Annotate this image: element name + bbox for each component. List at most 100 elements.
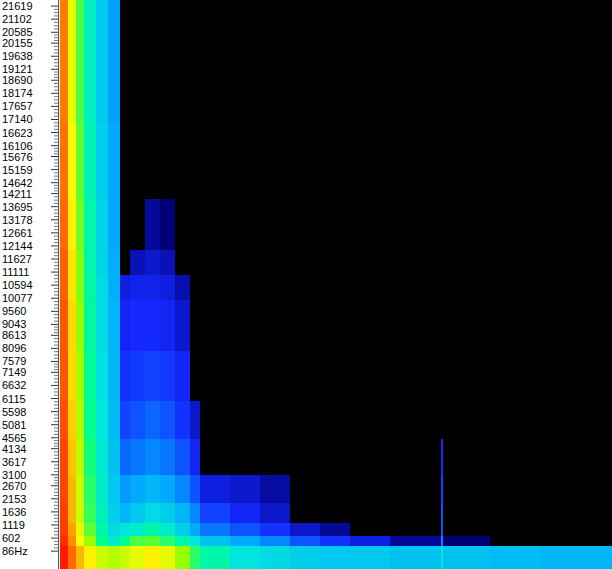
heat-cell [200, 401, 230, 439]
heat-cell [190, 300, 200, 351]
y-tick [51, 498, 58, 499]
y-tick [51, 219, 58, 220]
heat-cell [76, 351, 84, 402]
cells [60, 0, 612, 569]
heat-cell [130, 275, 145, 300]
heat-cell [290, 199, 320, 250]
y-tick [51, 182, 58, 183]
heat-cell [84, 536, 96, 546]
y-minor-tick [54, 242, 58, 243]
y-minor-tick [54, 151, 58, 152]
heat-cell [443, 0, 490, 123]
heat-cell [60, 439, 68, 474]
heat-cell [350, 300, 390, 351]
y-tick [51, 348, 58, 349]
heat-cell [490, 199, 540, 250]
heat-cell [84, 401, 96, 439]
y-minor-tick [54, 185, 58, 186]
heat-cell [145, 123, 160, 199]
y-minor-tick [54, 278, 58, 279]
heat-cell [443, 536, 490, 546]
heat-cell [84, 503, 96, 523]
y-minor-tick [54, 213, 58, 214]
y-tick [51, 361, 58, 362]
y-minor-tick [54, 72, 58, 73]
heat-cell [76, 275, 84, 300]
y-minor-tick [54, 395, 58, 396]
heat-cell [120, 199, 130, 250]
heat-cell [108, 250, 120, 275]
heat-cell [441, 0, 443, 123]
y-minor-tick [54, 265, 58, 266]
y-minor-tick [54, 74, 58, 75]
heat-cell [490, 401, 540, 439]
y-minor-tick [54, 358, 58, 359]
heat-cell [130, 250, 145, 275]
y-tick [51, 6, 58, 7]
y-minor-tick [54, 291, 58, 292]
heat-cell [260, 351, 290, 402]
heat-cell [443, 503, 490, 523]
heat-cell [320, 536, 350, 546]
y-minor-tick [54, 317, 58, 318]
y-minor-tick [54, 341, 58, 342]
heat-cell [540, 300, 612, 351]
heat-cell [230, 439, 260, 474]
heat-cell [540, 275, 612, 300]
y-minor-tick [54, 505, 58, 506]
heat-cell [260, 536, 290, 546]
heat-cell [320, 250, 350, 275]
y-tick-label: 11627 [2, 253, 32, 265]
heat-cell [190, 199, 200, 250]
y-tick-label: 12661 [2, 227, 33, 239]
heat-cell [108, 351, 120, 402]
heat-cell [540, 351, 612, 402]
heat-cell [230, 503, 260, 523]
y-tick-label: 602 [2, 532, 20, 544]
heat-cell [200, 250, 230, 275]
heat-cell [68, 475, 76, 503]
y-tick [51, 485, 58, 486]
heat-cell [145, 503, 160, 523]
y-minor-tick [54, 239, 58, 240]
y-tick [51, 311, 58, 312]
heat-cell [130, 199, 145, 250]
heat-cell [540, 546, 612, 569]
heat-cell [160, 439, 175, 474]
heat-cell [441, 536, 443, 546]
heat-cell [540, 523, 612, 536]
y-minor-tick [54, 440, 58, 441]
heat-cell [490, 351, 540, 402]
heat-cell [190, 475, 200, 503]
heat-cell [175, 439, 190, 474]
heat-cell [390, 503, 441, 523]
heat-cell [68, 401, 76, 439]
y-minor-tick [54, 103, 58, 104]
heat-cell [230, 199, 260, 250]
heat-cell [84, 523, 96, 536]
heat-cell [76, 300, 84, 351]
heat-cell [160, 0, 175, 123]
heat-cell [320, 475, 350, 503]
heat-cell [190, 503, 200, 523]
y-minor-tick [54, 508, 58, 509]
heat-cell [96, 546, 108, 569]
heat-cell [96, 536, 108, 546]
heat-cell [120, 123, 130, 199]
heat-cell [175, 300, 190, 351]
y-minor-tick [54, 418, 58, 419]
heat-cell [68, 123, 76, 199]
heat-cell [175, 275, 190, 300]
heat-cell [540, 123, 612, 199]
heat-cell [290, 0, 320, 123]
heat-cell [540, 439, 612, 474]
y-tick [51, 324, 58, 325]
heat-cell [160, 503, 175, 523]
heat-cell [200, 503, 230, 523]
heat-cell [200, 351, 230, 402]
y-minor-tick [54, 226, 58, 227]
y-minor-tick [54, 275, 58, 276]
heat-cell [96, 475, 108, 503]
y-tick [51, 298, 58, 299]
heat-cell [108, 475, 120, 503]
